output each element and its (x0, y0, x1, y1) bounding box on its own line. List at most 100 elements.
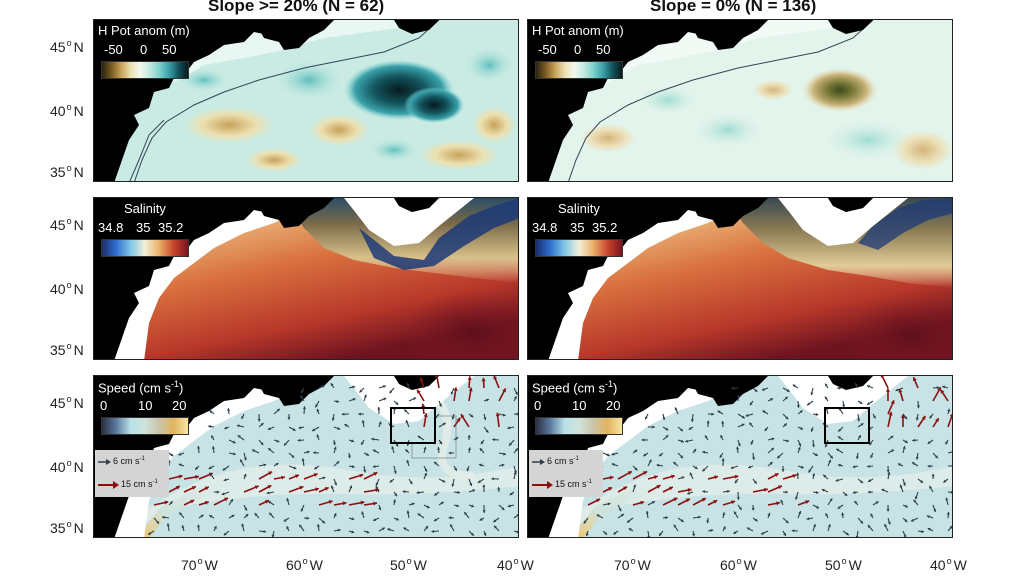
velocity-arrow-head (870, 513, 874, 517)
velocity-arrow-head (360, 500, 365, 505)
region-box (824, 407, 870, 444)
velocity-arrow-head (361, 511, 365, 515)
speed-tick: 0 (100, 398, 108, 413)
velocity-arrow-head (645, 416, 648, 420)
velocity-arrow-head (673, 462, 677, 465)
velocity-arrow-head (197, 524, 201, 528)
velocity-arrow-head (673, 524, 677, 528)
velocity-arrow-head (734, 511, 737, 515)
velocity-arrow-head (269, 512, 273, 516)
velocity-arrow-head (298, 426, 302, 430)
velocity-arrow-head (224, 497, 229, 502)
lon-label: 70o W (181, 556, 218, 573)
velocity-arrow-head (204, 500, 209, 505)
velocity-arrow-head (169, 501, 173, 505)
reference-arrow-label: 6 cm s-1 (547, 456, 579, 466)
velocity-arrow-head (181, 525, 185, 529)
velocity-arrow-head (730, 466, 734, 470)
velocity-arrow-head (300, 395, 303, 399)
velocity-arrow-head (170, 453, 174, 457)
velocity-arrow-head (341, 412, 345, 416)
velocity-arrow-head (824, 444, 828, 448)
velocity-arrow-head (389, 390, 393, 394)
velocity-arrow-head (689, 472, 693, 476)
velocity-arrow-head (237, 435, 241, 439)
velocity-arrow-head (405, 449, 409, 453)
velocity-arrow-head (230, 499, 233, 503)
velocity-arrow-head (628, 528, 632, 531)
velocity-arrow-head (618, 508, 622, 512)
velocity-arrow-head (191, 486, 196, 490)
velocity-vectors (583, 376, 952, 537)
velocity-arrow-head (221, 492, 225, 496)
velocity-arrow-head (921, 415, 926, 420)
velocity-arrow-head (795, 496, 798, 500)
velocity-arrow-head (752, 457, 756, 460)
velocity-arrow-head (233, 452, 236, 456)
velocity-arrow-head (920, 480, 924, 483)
velocity-arrow-head (243, 473, 247, 477)
velocity-arrow-head (434, 492, 438, 496)
velocity-arrow-head (351, 465, 355, 469)
velocity-arrow-head (685, 439, 689, 443)
velocity-arrow-head (223, 532, 227, 536)
velocity-arrow-head (665, 427, 669, 431)
velocity-arrow-head (641, 438, 645, 442)
velocity-arrow-head (814, 453, 818, 456)
velocity-arrow-head (483, 417, 487, 421)
velocity-arrow-head (845, 532, 849, 536)
velocity-arrow-head (891, 449, 895, 453)
velocity-arrow-head (485, 398, 489, 402)
velocity-arrow-head (456, 504, 460, 508)
velocity-arrow-head (359, 389, 363, 393)
velocity-arrow-head (351, 517, 355, 521)
velocity-arrow-head (837, 436, 841, 440)
velocity-arrow-head (209, 472, 213, 476)
speed-colorbar (535, 417, 623, 435)
velocity-arrow-head (451, 483, 455, 487)
velocity-arrow-head (899, 484, 903, 488)
velocity-arrow-head (627, 471, 632, 475)
velocity-arrow-head (815, 412, 819, 416)
velocity-arrow-head (670, 474, 675, 479)
velocity-arrow (947, 451, 952, 454)
velocity-arrow-head (267, 427, 271, 431)
velocity-arrow-head (921, 530, 924, 534)
velocity-arrow-head (241, 416, 245, 419)
velocity-arrow-head (767, 512, 771, 516)
velocity-arrow-head (450, 391, 454, 395)
velocity-arrow-head (509, 442, 512, 446)
velocity-arrow-head (494, 525, 497, 529)
velocity-arrow-head (190, 499, 195, 504)
velocity-arrow-head (902, 482, 906, 486)
salinity-tick: 35 (136, 220, 151, 235)
salinity-colorbar (101, 239, 189, 257)
velocity-arrow-head (372, 464, 376, 469)
velocity-arrow-head (945, 497, 949, 501)
velocity-arrow-head (406, 510, 410, 514)
velocity-arrow-head (464, 512, 468, 516)
velocity-arrow-head (764, 428, 768, 432)
velocity-arrow-head (821, 488, 825, 492)
velocity-arrow-head (313, 473, 318, 477)
velocity-arrow-head (336, 461, 340, 465)
velocity-arrow-head (680, 439, 684, 443)
velocity-arrow-head (885, 388, 891, 392)
velocity-arrow-head (252, 449, 256, 453)
velocity-arrow-head (825, 513, 829, 517)
right-column-title: Slope = 0% (N = 136) (650, 0, 817, 15)
velocity-arrow-head (333, 513, 337, 517)
velocity-arrow-head (434, 376, 439, 378)
reference-arrow-label: 15 cm s-1 (121, 479, 158, 489)
velocity-arrow-head (503, 452, 506, 456)
velocity-arrow-head (727, 489, 730, 493)
velocity-arrow-head (838, 428, 842, 432)
velocity-arrow-head (254, 513, 258, 517)
velocity-arrow-head (792, 384, 796, 388)
velocity-arrow-head (800, 465, 804, 469)
velocity-arrow-head (260, 423, 264, 426)
velocity-arrow (513, 530, 518, 533)
velocity-arrow-head (872, 415, 876, 419)
lat-label: 35o N (50, 341, 84, 358)
velocity-arrow-head (949, 526, 952, 529)
